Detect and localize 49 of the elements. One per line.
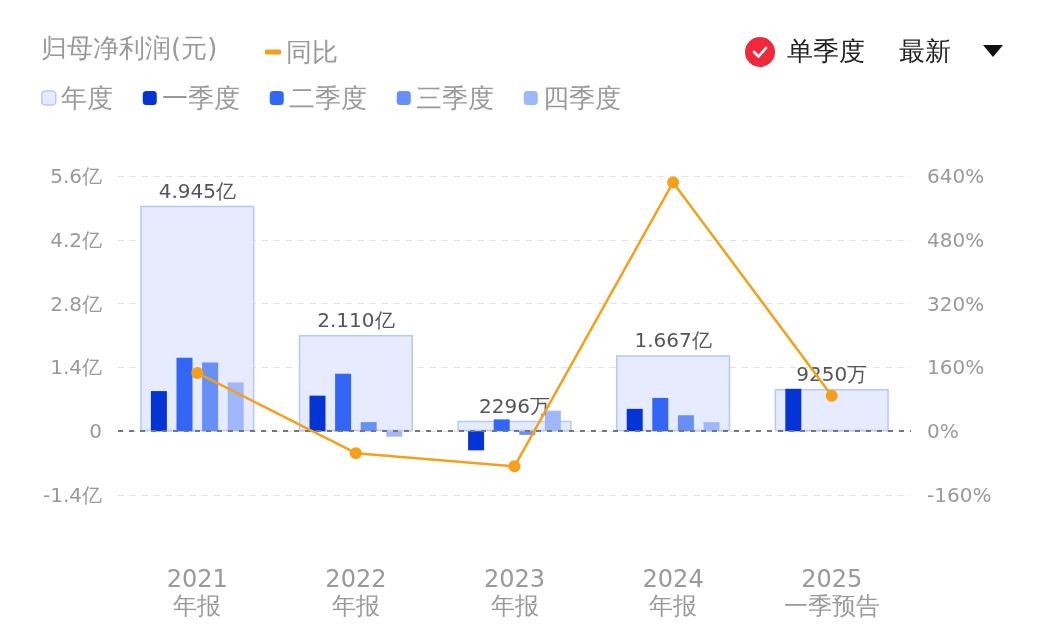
y-tick-label: 0: [89, 419, 102, 444]
bar: [309, 395, 326, 432]
chart-title: 归母净利润(元): [41, 33, 218, 63]
x-tick-label: 2022 年报: [325, 564, 387, 620]
bar: [785, 388, 802, 432]
y-tick-label: 4.2亿: [50, 227, 102, 252]
bar: [386, 431, 403, 437]
bar: [703, 422, 720, 432]
y2-tick-label: 480%: [927, 227, 985, 252]
y2-tick-label: 0%: [927, 419, 959, 444]
text: 最新: [899, 35, 951, 68]
point: [667, 176, 680, 189]
data-label: 4.945亿: [158, 178, 236, 203]
x-tick-label: 2021 年报: [166, 564, 228, 620]
bar: [335, 373, 352, 432]
y2-tick-label: 160%: [927, 355, 985, 380]
y-tick-label: -1.4亿: [42, 483, 102, 507]
y2-tick-label: -160%: [927, 483, 992, 507]
data-label: 1.667亿: [634, 328, 712, 353]
data-label: 2.110亿: [317, 308, 395, 333]
bar: [202, 362, 219, 432]
bar: [493, 419, 510, 432]
bar: [360, 422, 377, 432]
x-tick-label: 2025 一季预告: [783, 564, 880, 620]
legend-label: 同比: [286, 37, 338, 67]
y2-tick-label: 320%: [927, 291, 985, 316]
point: [508, 460, 521, 473]
x-tick-label: 2023 年报: [483, 564, 546, 620]
bar: [227, 382, 244, 432]
point: [825, 389, 838, 402]
y-tick-label: 2.8亿: [50, 291, 102, 316]
x-tick-label: 2024 年报: [642, 564, 704, 620]
y2-tick-label: 640%: [927, 164, 985, 188]
legend-label: 年度: [60, 83, 113, 113]
legend-label: 三季度: [415, 83, 494, 113]
point: [349, 447, 362, 460]
bar: [468, 431, 485, 451]
legend-label: 一季度: [161, 83, 240, 113]
legend-label: 四季度: [542, 83, 621, 113]
bar: [626, 408, 643, 432]
y-tick-label: 1.4亿: [50, 355, 102, 380]
text: 单季度: [787, 35, 865, 68]
point: [191, 366, 204, 379]
legend-label: 二季度: [288, 83, 367, 113]
y-tick-label: 5.6亿: [50, 164, 102, 188]
bar: [677, 415, 694, 432]
bar: [150, 391, 167, 432]
bar: [176, 357, 193, 432]
bar: [652, 397, 669, 432]
